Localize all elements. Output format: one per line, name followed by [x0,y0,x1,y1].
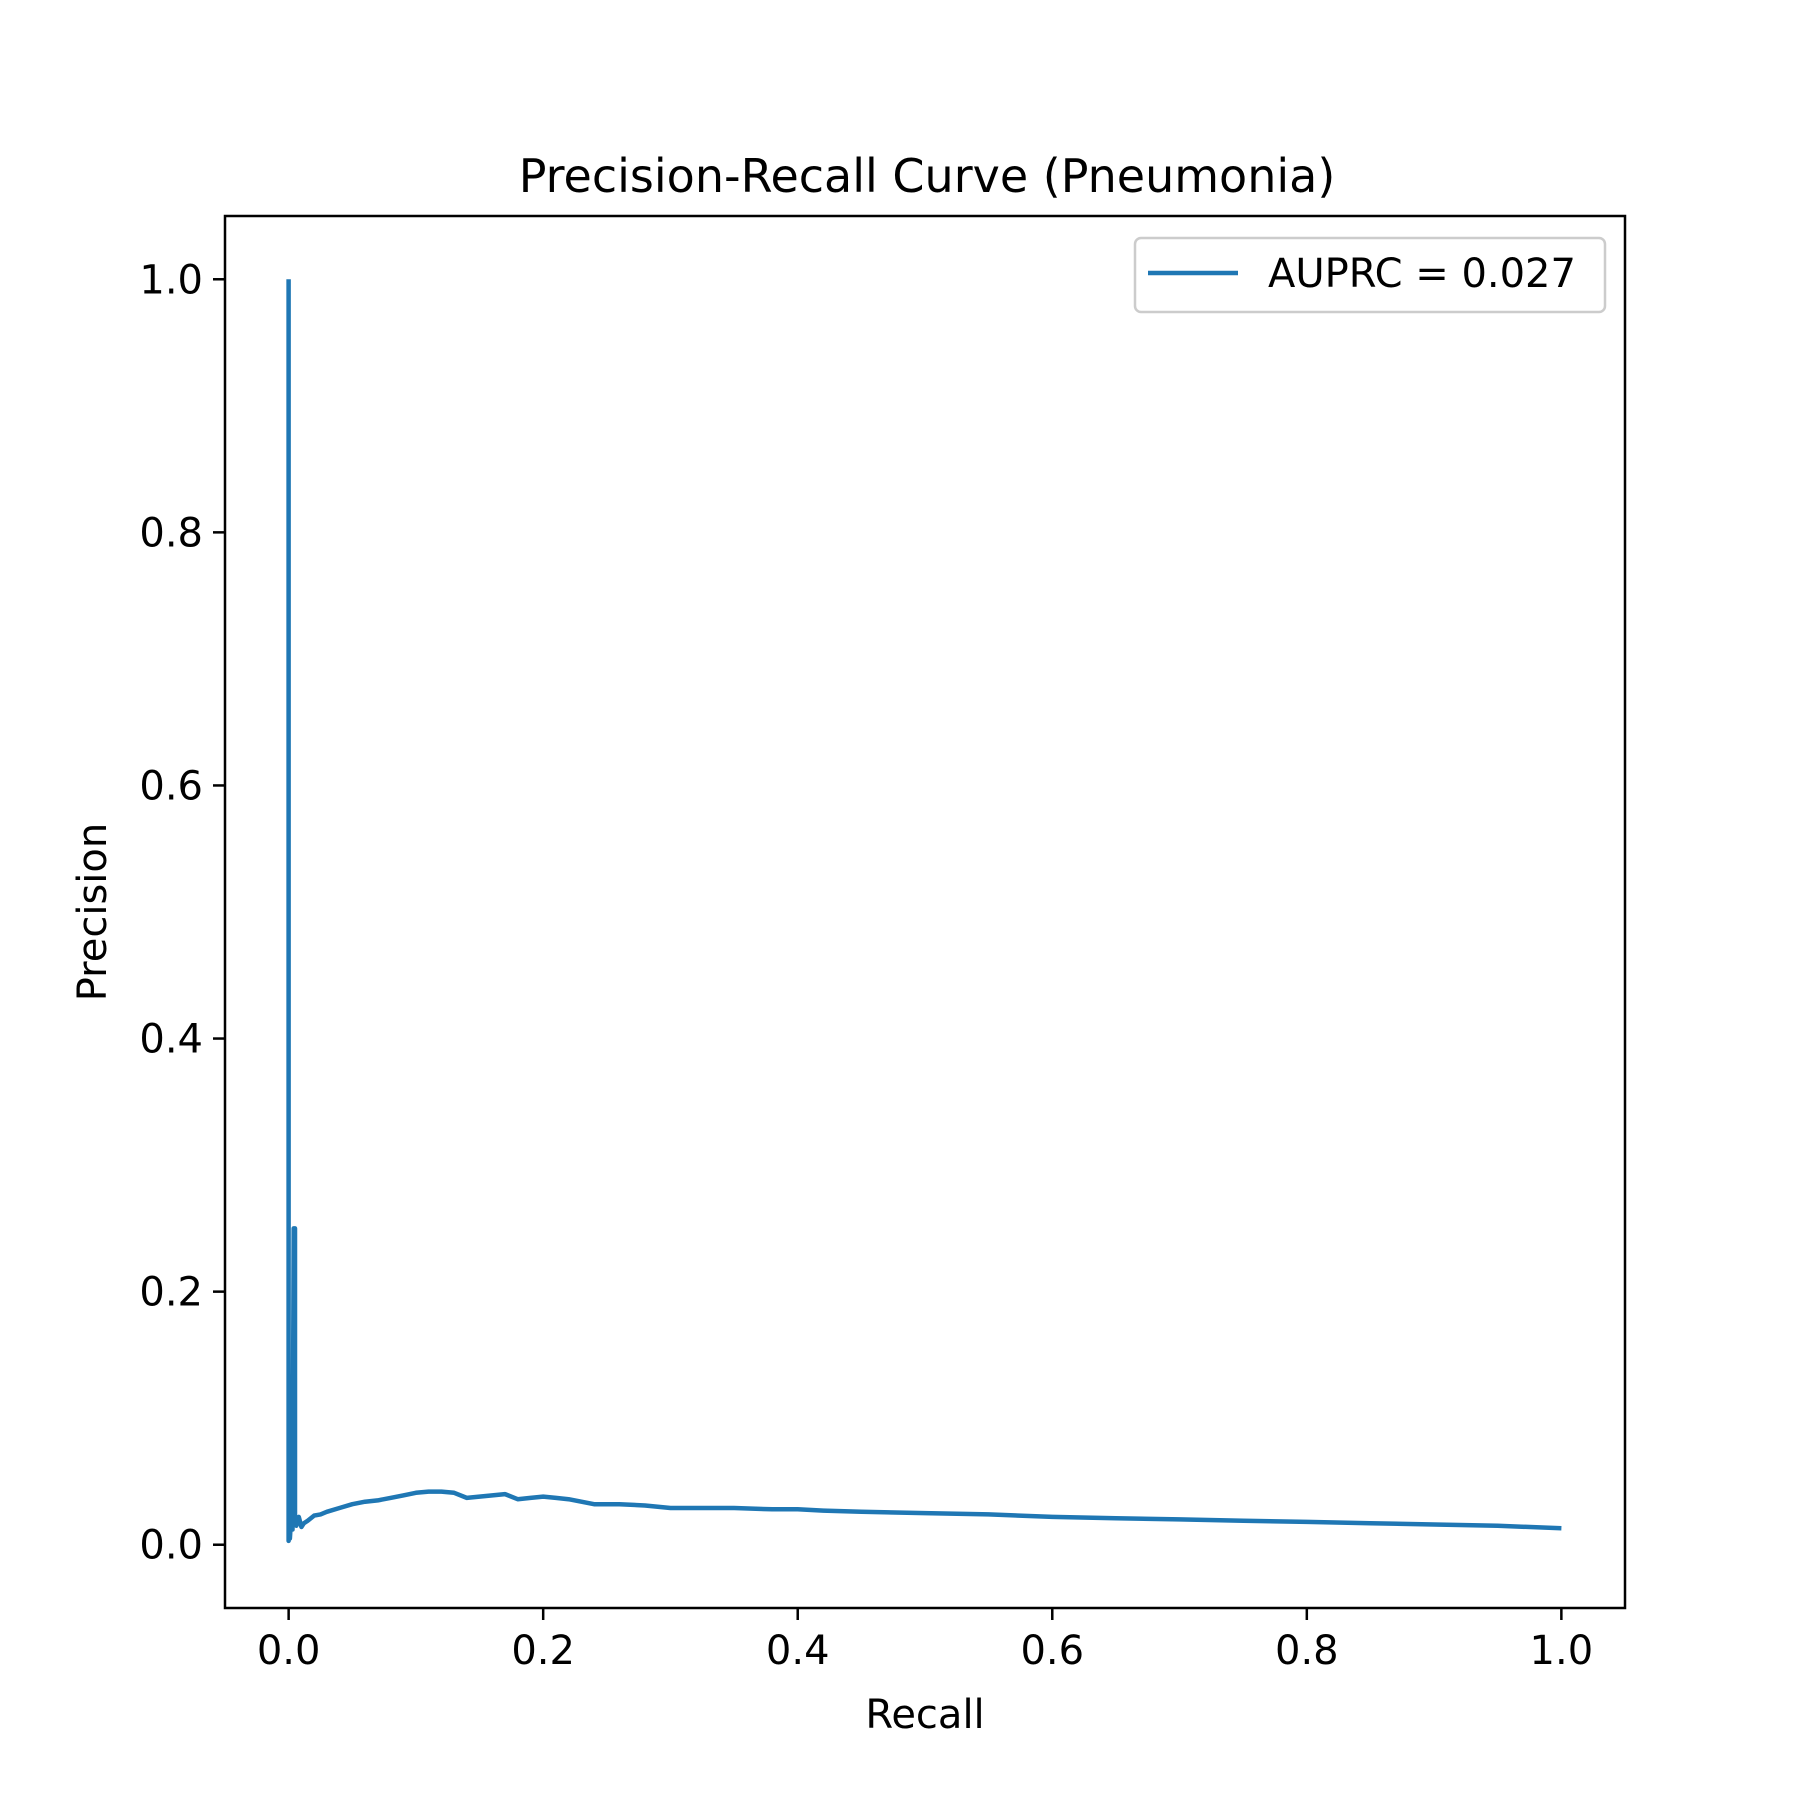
y-tick-label: 0.6 [139,763,203,809]
y-axis-ticks: 0.0 0.2 0.4 0.6 0.8 1.0 [139,257,225,1569]
x-tick-label: 0.0 [257,1628,321,1674]
legend: AUPRC = 0.027 [1133,236,1607,314]
x-tick-label: 0.8 [1275,1628,1339,1674]
y-tick-label: 0.2 [139,1270,203,1316]
x-tick-label: 0.6 [1020,1628,1084,1674]
y-tick-label: 0.0 [139,1523,203,1569]
x-tick-label: 0.4 [766,1628,830,1674]
x-axis-ticks: 0.0 0.2 0.4 0.6 0.8 1.0 [257,1608,1593,1674]
x-axis-label: Recall [865,1692,984,1738]
series-line-0 [286,279,1562,1544]
plot-layer [286,279,1562,1544]
y-tick-label: 0.8 [139,510,203,556]
plot-frame [223,214,1627,1610]
y-tick-label: 1.0 [139,257,203,303]
legend-box [1133,236,1607,314]
y-tick-label: 0.4 [139,1017,203,1063]
x-tick-label: 1.0 [1530,1628,1594,1674]
chart-title: Precision-Recall Curve (Pneumonia) [519,149,1336,203]
plot-area [225,216,1625,1608]
x-tick-label: 0.2 [511,1628,575,1674]
y-axis-label: Precision [70,823,116,1001]
legend-label: AUPRC = 0.027 [1268,251,1576,297]
